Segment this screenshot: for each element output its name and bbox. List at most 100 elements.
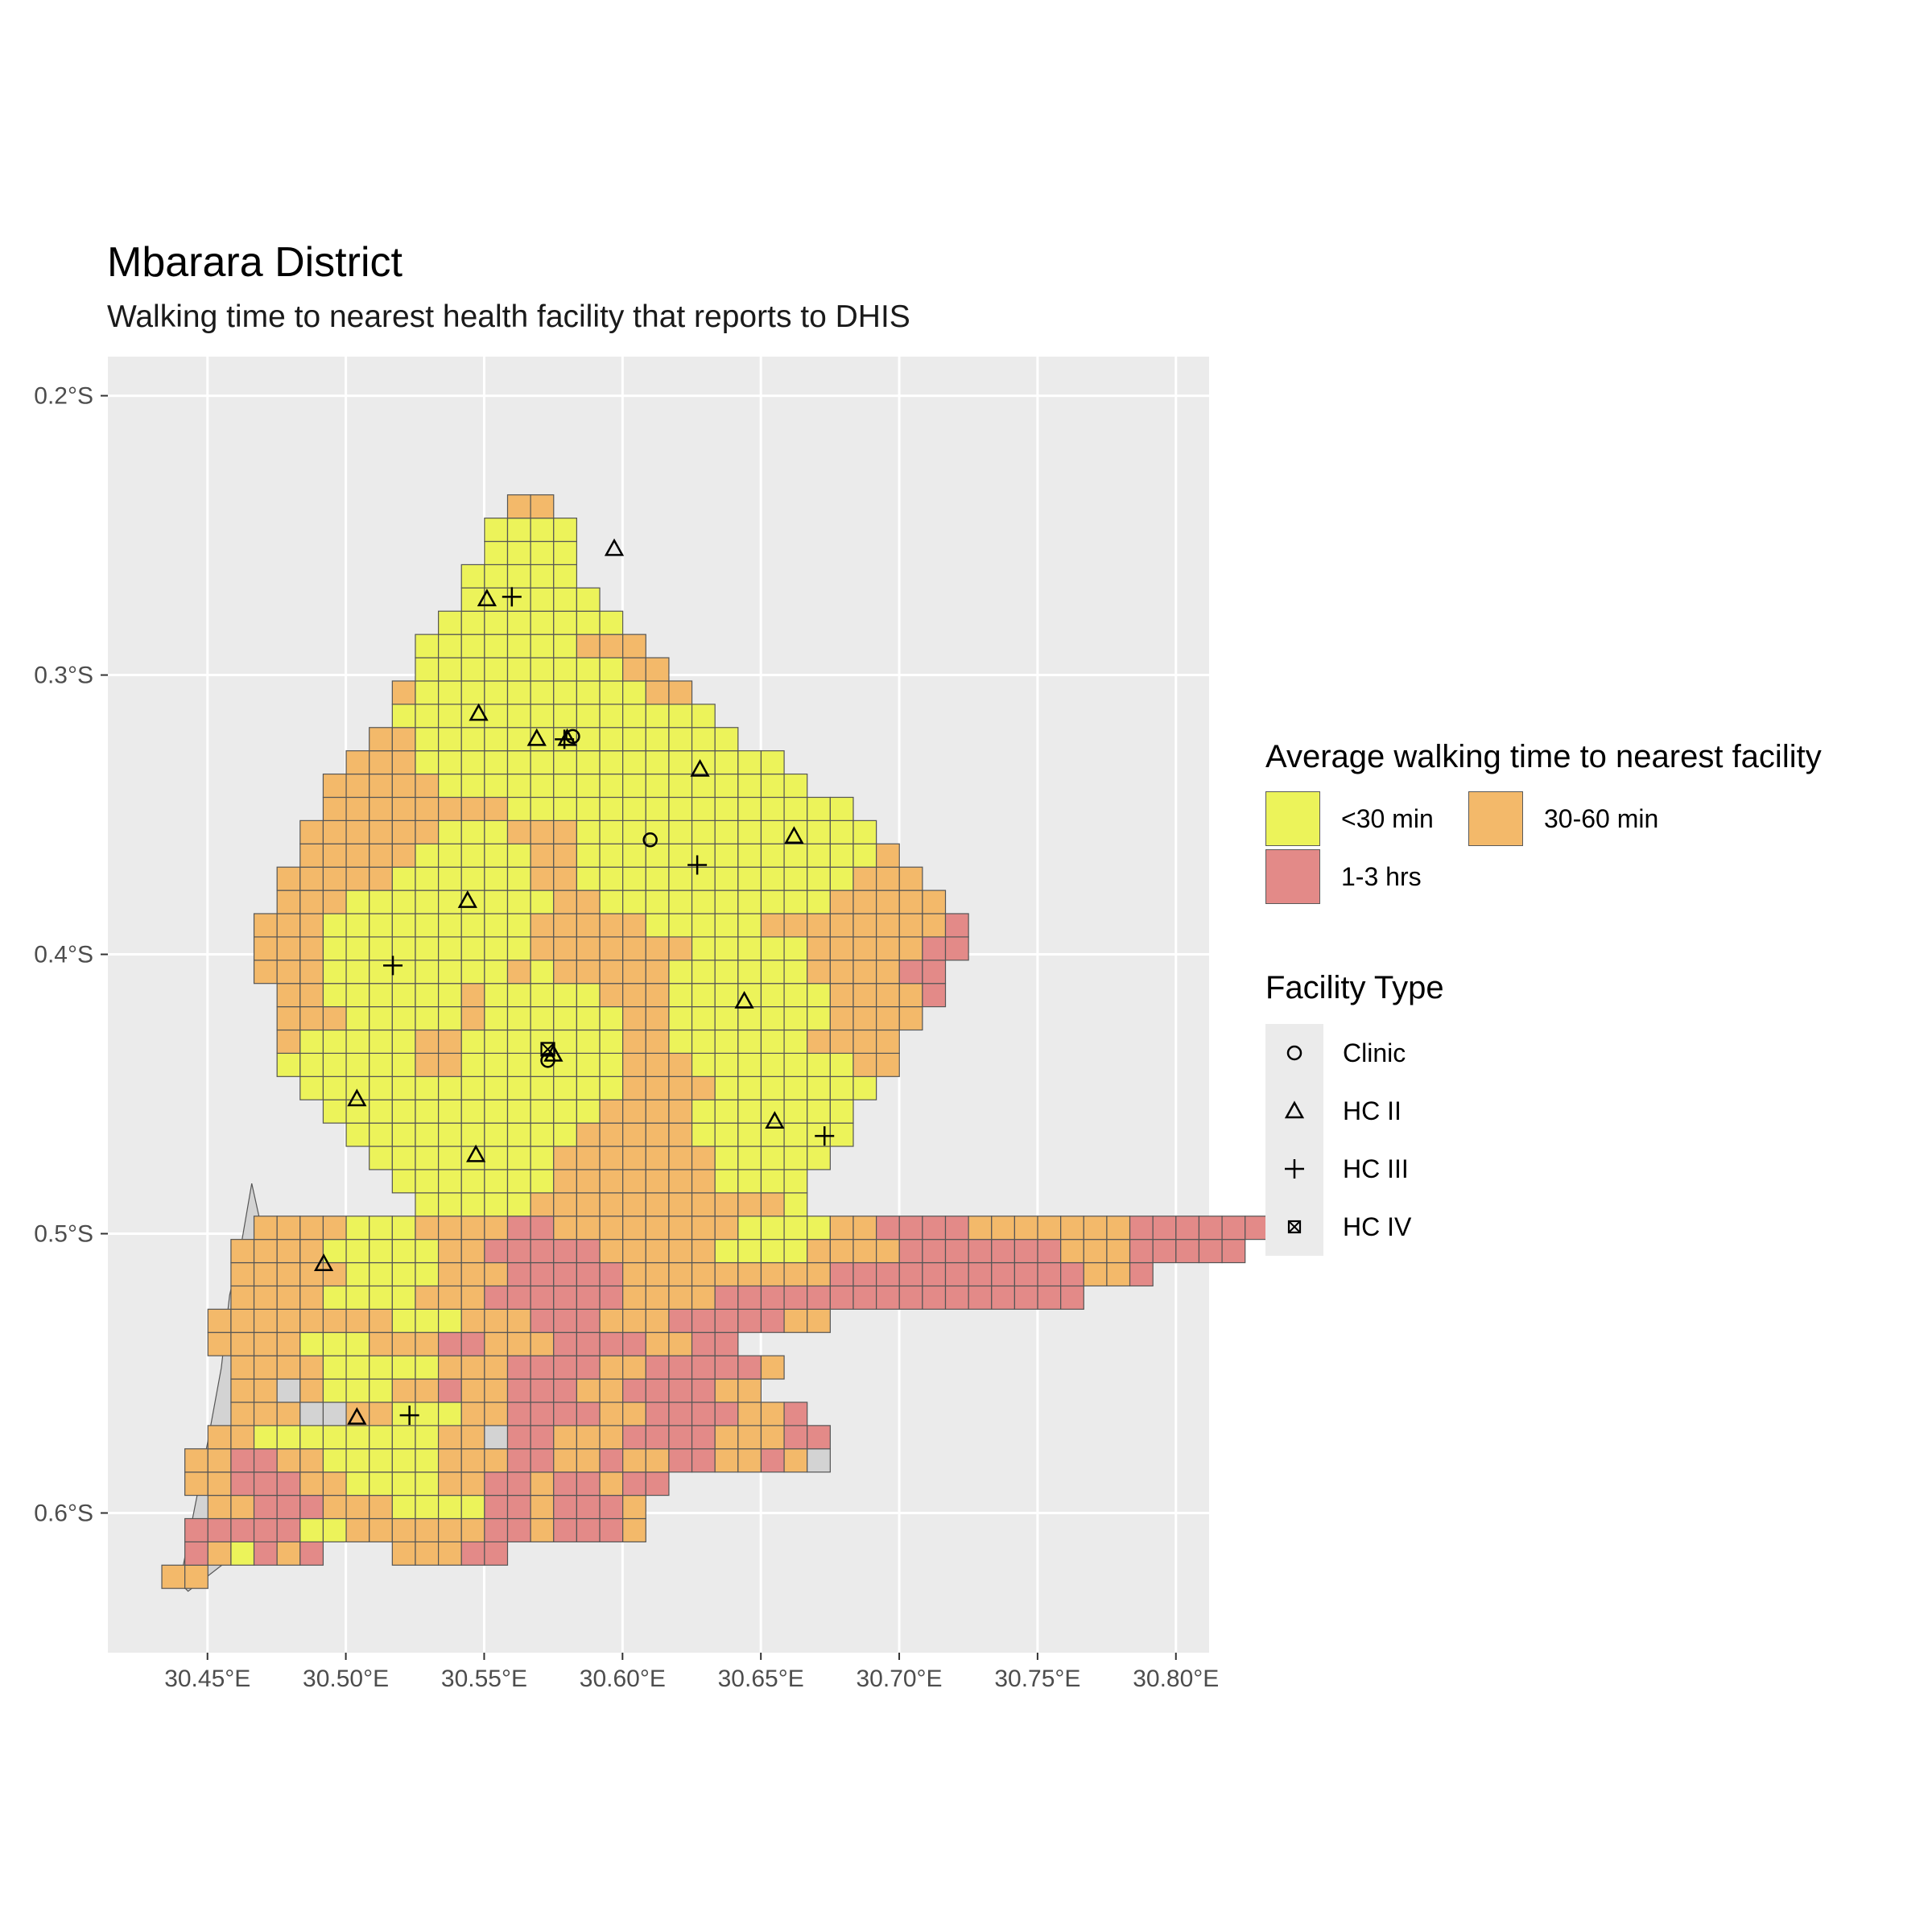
grid-cell	[599, 1006, 624, 1031]
grid-cell	[460, 1192, 485, 1217]
facility-triangle	[526, 728, 547, 746]
grid-cell	[576, 936, 601, 961]
grid-cell	[576, 1448, 601, 1473]
grid-cell	[691, 1169, 716, 1194]
grid-cell	[1106, 1216, 1131, 1241]
grid-cell	[760, 1425, 785, 1450]
grid-cell	[553, 1216, 577, 1241]
grid-cell	[898, 1006, 923, 1031]
grid-cell	[944, 936, 969, 961]
grid-cell	[622, 1378, 646, 1403]
grid-cell	[230, 1402, 255, 1426]
grid-cell	[484, 1006, 509, 1031]
grid-cell	[460, 1472, 485, 1496]
grid-cell	[553, 1448, 577, 1473]
grid-cell	[391, 866, 416, 891]
grid-cell	[484, 1517, 509, 1542]
grid-cell	[714, 1192, 739, 1217]
grid-cell	[230, 1378, 255, 1403]
grid-cell	[415, 1425, 440, 1450]
grid-cell	[622, 1146, 646, 1170]
x-tick-label: 30.60°E	[580, 1666, 666, 1692]
grid-cell	[322, 1378, 347, 1403]
grid-cell	[484, 564, 509, 588]
grid-cell	[783, 1425, 808, 1450]
grid-cell	[345, 1355, 370, 1380]
grid-cell	[691, 1122, 716, 1147]
grid-cell	[807, 843, 831, 868]
grid-cell	[576, 587, 601, 612]
grid-cell	[345, 1261, 370, 1287]
grid-cell	[553, 1192, 577, 1217]
grid-cell	[783, 1448, 808, 1473]
grid-cell	[829, 1099, 854, 1124]
grid-cell	[691, 727, 716, 752]
grid-cell	[1106, 1261, 1131, 1287]
facility-triangle	[313, 1253, 334, 1271]
grid-cell	[506, 540, 531, 566]
grid-cell	[391, 1541, 416, 1566]
grid-cell	[622, 1308, 646, 1333]
grid-cell	[345, 1308, 370, 1333]
grid-cell	[968, 1216, 993, 1241]
grid-cell	[876, 960, 900, 985]
grid-cell	[691, 1355, 716, 1380]
grid-cell	[622, 1402, 646, 1426]
hc2-marker	[734, 990, 754, 1009]
grid-cell	[391, 1355, 416, 1380]
grid-cell	[622, 727, 646, 752]
grid-cell	[391, 1029, 416, 1055]
grid-cell	[460, 1425, 485, 1450]
grid-cell	[391, 1169, 416, 1194]
grid-cell	[645, 1029, 670, 1055]
grid-cell	[415, 1006, 440, 1031]
grid-cell	[576, 680, 601, 705]
facility-legend-title: Facility Type	[1265, 970, 1444, 1005]
grid-cell	[506, 819, 531, 844]
grid-cell	[714, 1402, 739, 1426]
grid-cell	[553, 1472, 577, 1496]
grid-cell	[691, 1308, 716, 1333]
grid-cell	[484, 1192, 509, 1217]
grid-cell	[599, 1052, 624, 1077]
grid-cell	[691, 819, 716, 844]
grid-cell	[553, 1378, 577, 1403]
grid-cell	[807, 983, 831, 1008]
grid-cell	[438, 1192, 462, 1217]
grid-cell	[207, 1308, 232, 1333]
grid-cell	[760, 1029, 785, 1055]
grid-cell	[369, 936, 393, 961]
grid-cell	[299, 960, 324, 985]
grid-cell	[737, 1378, 762, 1403]
grid-cell	[553, 1402, 577, 1426]
grid-cell	[369, 913, 393, 938]
grid-cell	[391, 1308, 416, 1333]
facility-triangle	[347, 1406, 367, 1425]
grid-cell	[391, 796, 416, 821]
grid-cell	[645, 960, 670, 985]
grid-cell	[415, 796, 440, 821]
grid-cell	[299, 843, 324, 868]
grid-cell	[369, 1099, 393, 1124]
grid-cell	[922, 1285, 947, 1310]
map-subtitle: Walking time to nearest health facility …	[107, 299, 910, 334]
grid-cell	[622, 680, 646, 705]
grid-cell	[760, 890, 785, 914]
grid-cell	[622, 1239, 646, 1264]
grid-cell	[760, 1122, 785, 1147]
grid-cell	[737, 913, 762, 938]
hc2-marker	[313, 1253, 334, 1271]
grid-cell	[460, 564, 485, 588]
grid-cell	[484, 750, 509, 775]
grid-cell	[645, 1075, 670, 1100]
grid-cell	[391, 727, 416, 752]
grid-cell	[622, 704, 646, 729]
grid-cell	[829, 890, 854, 914]
grid-cell	[668, 1192, 693, 1217]
grid-cell	[576, 1402, 601, 1426]
grid-cell	[438, 1261, 462, 1287]
grid-cell	[415, 1192, 440, 1217]
grid-cell	[484, 727, 509, 752]
grid-cell	[506, 773, 531, 799]
grid-cell	[852, 1052, 877, 1077]
